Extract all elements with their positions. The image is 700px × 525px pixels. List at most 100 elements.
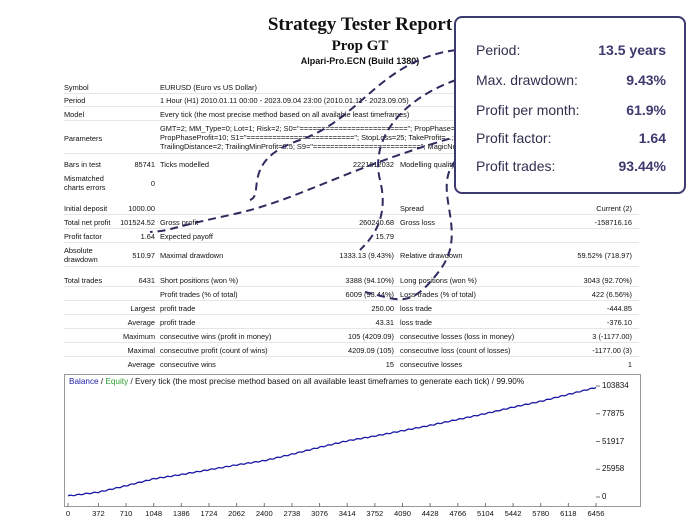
loss-trades-label: Loss trades (% of total) xyxy=(400,290,476,299)
bars-value: 85741 xyxy=(134,160,155,169)
x-tick-label: 1386 xyxy=(172,509,190,518)
x-tick-label: 5780 xyxy=(532,509,550,518)
report-subtitle: Prop GT xyxy=(331,38,389,54)
short-positions-value: 3388 (94.10%) xyxy=(345,276,394,285)
y-tick-label: 0 xyxy=(602,492,607,501)
initial-deposit-value: 1000.00 xyxy=(128,204,155,213)
max-cons-losses-label: consecutive losses (loss in money) xyxy=(400,332,515,341)
abs-drawdown-value: 510.97 xyxy=(132,251,155,260)
ticks-label: Ticks modelled xyxy=(160,160,210,169)
maximal-profit-value: 4209.09 (105) xyxy=(347,346,394,355)
divider xyxy=(64,266,639,267)
x-tick-label: 6456 xyxy=(587,509,605,518)
highlight-summary-box: Period: 13.5 years Max. drawdown: 9.43% … xyxy=(454,16,686,194)
graph-balance-label: Balance xyxy=(69,377,99,386)
maximal-profit-label: consecutive profit (count of wins) xyxy=(160,346,268,355)
mismatch-value: 0 xyxy=(150,179,155,188)
symbol-value: EURUSD (Euro vs US Dollar) xyxy=(160,83,257,92)
gross-profit-value: 260240.68 xyxy=(359,218,394,227)
highlight-max-dd-label: Max. drawdown: xyxy=(476,72,578,88)
connector-profit-factor xyxy=(149,134,463,233)
short-positions-label: Short positions (won %) xyxy=(160,276,239,285)
divider xyxy=(64,228,639,229)
spread-value: Current (2) xyxy=(596,204,632,213)
period-value: 1 Hour (H1) 2010.01.11 00:00 - 2023.09.0… xyxy=(160,96,409,105)
report-build: Alpari-Pro.ECN (Build 1380) xyxy=(300,56,420,66)
x-tick-label: 3752 xyxy=(366,509,384,518)
profit-trades-label: Profit trades (% of total) xyxy=(160,290,238,299)
net-profit-label: Total net profit xyxy=(64,218,111,227)
x-tick-label: 0 xyxy=(65,509,71,518)
max-cons-losses-value: 3 (-1177.00) xyxy=(592,332,632,341)
highlight-pf-label: Profit factor: xyxy=(476,130,552,146)
largest-profit-label: profit trade xyxy=(160,304,196,313)
highlight-pt-value: 93.44% xyxy=(618,158,666,174)
total-trades-label: Total trades xyxy=(64,276,103,285)
gross-profit-label: Gross profit xyxy=(160,218,199,227)
highlight-ppm-value: 61.9% xyxy=(626,102,666,118)
x-tick-label: 3414 xyxy=(338,509,356,518)
initial-deposit-label: Initial deposit xyxy=(64,204,108,213)
x-tick-label: 4090 xyxy=(394,509,411,518)
max-drawdown-label: Maximal drawdown xyxy=(160,251,224,260)
divider xyxy=(64,328,639,329)
quality-label: Modelling quality xyxy=(400,160,456,169)
rel-drawdown-value: 59.52% (718.97) xyxy=(577,251,632,260)
abs-drawdown-label: Absolute xyxy=(64,246,93,255)
highlight-max-dd-value: 9.43% xyxy=(626,72,666,88)
long-positions-label: Long positions (won %) xyxy=(400,276,477,285)
average-profit-label: profit trade xyxy=(160,318,196,327)
average-profit-value: 43.31 xyxy=(375,318,395,327)
highlight-profit-per-month: Profit per month: 61.9% xyxy=(476,100,666,120)
expected-payoff-label: Expected payoff xyxy=(160,232,213,241)
maximum-label: Maximum xyxy=(122,332,155,341)
avg-cons-losses-value: 1 xyxy=(627,360,632,369)
divider xyxy=(64,120,639,121)
avg-cons-wins-value: 15 xyxy=(385,360,394,369)
average-loss-value: -376.10 xyxy=(606,318,632,327)
x-tick-label: 2062 xyxy=(228,509,246,518)
graph-slash: / xyxy=(98,377,106,386)
divider xyxy=(64,153,639,154)
highlight-profit-factor: Profit factor: 1.64 xyxy=(476,128,666,148)
x-tick-label: 2738 xyxy=(283,509,301,518)
y-tick-label: 51917 xyxy=(602,436,625,446)
loss-trades-value: 422 (6.56%) xyxy=(591,290,632,299)
y-tick-label: 77875 xyxy=(602,408,625,418)
max-cons-wins-label: consecutive wins (profit in money) xyxy=(160,332,272,341)
x-tick-label: 6118 xyxy=(560,509,577,518)
maximal-loss-value: -1177.00 (3) xyxy=(592,346,632,355)
x-tick-label: 372 xyxy=(92,509,105,518)
divider xyxy=(64,342,639,343)
largest-loss-label: loss trade xyxy=(400,304,433,313)
abs-drawdown-label-2: drawdown xyxy=(64,255,98,264)
parameters-line-1: GMT=2; MM_Type=0; Lot=1; Risk=2; S0="===… xyxy=(160,124,580,133)
highlight-period-value: 13.5 years xyxy=(598,42,666,58)
y-tick-label: 25958 xyxy=(602,464,625,474)
divider xyxy=(64,356,639,357)
rel-drawdown-label: Relative drawdown xyxy=(400,251,463,260)
profit-trades-value: 6009 (93.44%) xyxy=(345,290,394,299)
expected-payoff-value: 15.79 xyxy=(375,232,395,241)
highlight-period-label: Period: xyxy=(476,42,521,58)
connector-profit-trades xyxy=(364,159,457,301)
divider xyxy=(64,93,639,94)
long-positions-value: 3043 (92.70%) xyxy=(583,276,632,285)
max-cons-wins-value: 105 (4209.09) xyxy=(347,332,394,341)
maximal-loss-label: consecutive loss (count of losses) xyxy=(400,346,511,355)
symbol-label: Symbol xyxy=(64,83,89,92)
y-tick-label: 103834 xyxy=(602,381,629,390)
avg-cons-label: Average xyxy=(127,360,155,369)
x-tick-label: 5104 xyxy=(476,509,494,518)
parameters-label: Parameters xyxy=(64,134,103,143)
max-drawdown-value: 1333.13 (9.43%) xyxy=(339,251,394,260)
x-tick-label: 5442 xyxy=(504,509,522,518)
report-title: Strategy Tester Report xyxy=(267,14,453,35)
connector-drawdown xyxy=(359,79,457,251)
highlight-profit-trades: Profit trades: 93.44% xyxy=(476,156,666,176)
series-line-balance xyxy=(67,386,597,497)
net-profit-value: 101524.52 xyxy=(120,218,155,227)
total-trades-value: 6431 xyxy=(138,276,155,285)
x-tick-label: 1724 xyxy=(200,509,218,518)
divider xyxy=(64,300,639,301)
